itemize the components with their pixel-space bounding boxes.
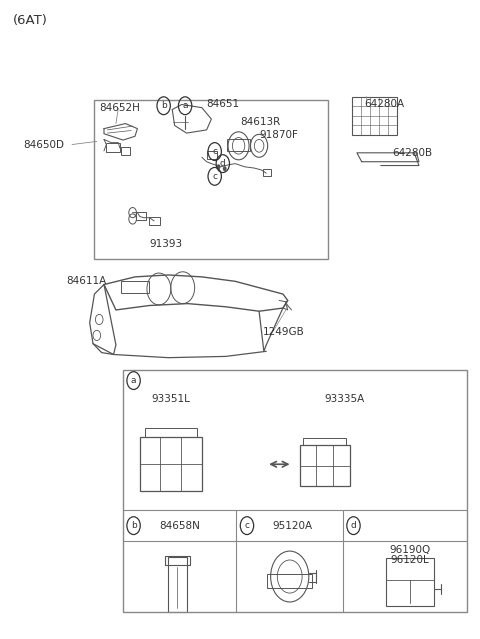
Text: d: d bbox=[220, 159, 226, 168]
Bar bbox=[120, 147, 130, 155]
Bar bbox=[149, 217, 160, 226]
Text: 64280B: 64280B bbox=[393, 148, 433, 158]
Bar bbox=[136, 212, 146, 220]
Text: 1249GB: 1249GB bbox=[263, 327, 305, 337]
Text: 93351L: 93351L bbox=[151, 394, 190, 404]
Text: a: a bbox=[131, 376, 136, 385]
Text: a: a bbox=[182, 101, 188, 111]
Bar bbox=[123, 371, 467, 612]
Text: 84650D: 84650D bbox=[24, 139, 64, 150]
Text: 84611A: 84611A bbox=[66, 276, 106, 286]
Bar bbox=[352, 97, 397, 135]
Text: 91393: 91393 bbox=[149, 240, 182, 249]
Text: (6AT): (6AT) bbox=[13, 14, 48, 27]
Bar bbox=[263, 169, 272, 176]
Bar bbox=[144, 428, 197, 437]
Bar bbox=[303, 438, 346, 445]
Bar bbox=[107, 143, 120, 152]
Text: d: d bbox=[350, 521, 356, 530]
Bar bbox=[165, 555, 190, 565]
Text: 96120L: 96120L bbox=[390, 555, 429, 565]
Text: 93335A: 93335A bbox=[325, 394, 365, 404]
Bar bbox=[140, 437, 202, 491]
Text: 84613R: 84613R bbox=[240, 118, 280, 127]
Text: 96190Q: 96190Q bbox=[389, 546, 431, 555]
Bar bbox=[267, 574, 312, 588]
Bar bbox=[386, 558, 433, 606]
Text: b: b bbox=[161, 101, 167, 111]
Text: 84652H: 84652H bbox=[99, 104, 140, 113]
Text: 64280A: 64280A bbox=[364, 100, 404, 109]
Bar bbox=[206, 151, 217, 159]
Bar bbox=[300, 445, 350, 486]
Text: 84651: 84651 bbox=[206, 100, 240, 109]
Bar bbox=[168, 557, 187, 612]
Text: 84658N: 84658N bbox=[159, 521, 200, 530]
Bar bbox=[227, 139, 251, 151]
Circle shape bbox=[223, 166, 227, 171]
Text: c: c bbox=[212, 172, 217, 181]
Text: c: c bbox=[244, 521, 250, 530]
Bar bbox=[120, 281, 149, 293]
Bar bbox=[95, 100, 328, 259]
Text: b: b bbox=[131, 521, 136, 530]
Circle shape bbox=[216, 164, 220, 169]
Text: 95120A: 95120A bbox=[272, 521, 312, 530]
Text: 91870F: 91870F bbox=[259, 130, 298, 140]
Text: c: c bbox=[212, 147, 217, 156]
